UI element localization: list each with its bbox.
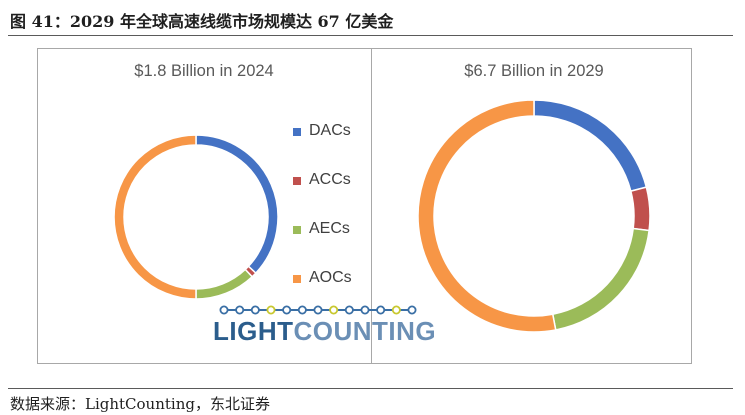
top-rule: [8, 35, 733, 36]
right-donut-slice-dacs: [533, 99, 648, 193]
logo-link-dot: [282, 305, 292, 315]
logo-link-dot: [376, 305, 386, 315]
legend-swatch-aocs: [293, 275, 301, 283]
legend-swatch-accs: [293, 177, 301, 185]
legend-swatch-aecs: [293, 226, 301, 234]
panel-divider: [371, 48, 372, 364]
legend-label-aecs: AECs: [309, 220, 350, 237]
logo-link-dot: [219, 305, 229, 315]
logo-link-dot: [407, 305, 417, 315]
source-note: 数据来源：LightCounting，东北证券: [10, 395, 270, 413]
lightcounting-logo-text: LIGHTCOUNTING: [213, 316, 436, 347]
logo-link-dot: [313, 305, 323, 315]
figure-title: 图 41：2029 年全球高速线缆市场规模达 67 亿美金: [10, 12, 394, 31]
logo-link-dot: [297, 305, 307, 315]
legend-swatch-dacs: [293, 128, 301, 136]
logo-link-dot: [266, 305, 276, 315]
right-donut-slice-aocs: [417, 99, 557, 333]
left-donut-slice-aecs: [195, 268, 254, 300]
legend-label-dacs: DACs: [309, 122, 351, 139]
logo-text-light: LIGHT: [213, 316, 294, 346]
logo-link-dot: [235, 305, 245, 315]
logo-link-dot: [360, 305, 370, 315]
logo-text-counting: COUNTING: [293, 316, 437, 346]
left-donut-slice-aocs: [113, 134, 197, 300]
logo-link-dot: [329, 305, 339, 315]
right-donut-slice-accs: [629, 186, 651, 232]
logo-link-graphic: [219, 305, 417, 315]
logo-link-dot: [391, 305, 401, 315]
chart-frame: [37, 48, 692, 364]
right-chart-title: $6.7 Billion in 2029: [464, 62, 604, 80]
bottom-rule: [8, 388, 733, 389]
legend-label-accs: ACCs: [309, 171, 351, 188]
right-donut-slice-aecs: [551, 227, 650, 331]
left-chart-title: $1.8 Billion in 2024: [134, 62, 274, 80]
legend-label-aocs: AOCs: [309, 269, 352, 286]
logo-link-dot: [344, 305, 354, 315]
left-donut-slice-dacs: [195, 134, 279, 275]
logo-link-dot: [250, 305, 260, 315]
